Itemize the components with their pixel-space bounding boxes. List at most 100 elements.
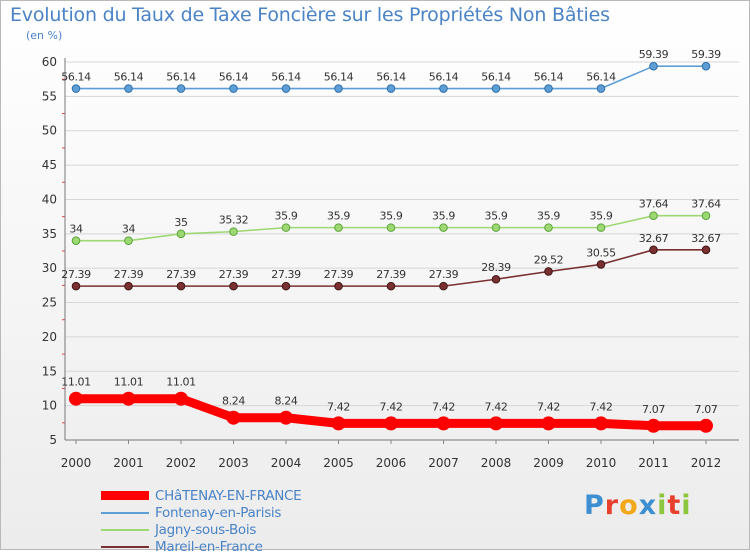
data-label-jagny-sous-bois: 35 [174,216,188,229]
data-label-chatenay-en-france: 11.01 [61,376,91,389]
data-point-jagny-sous-bois [439,223,448,232]
logo-letter: i [681,490,692,521]
data-point-chatenay-en-france [541,416,556,431]
x-tick-label: 2007 [428,456,459,470]
data-label-mareil-en-france: 27.39 [61,268,91,281]
data-point-mareil-en-france [596,260,606,269]
data-label-chatenay-en-france: 11.01 [114,376,144,389]
data-label-mareil-en-france: 29.52 [534,253,564,266]
logo-letter: x [638,490,658,521]
data-label-fontenay-en-parisis: 56.14 [166,71,196,84]
data-label-jagny-sous-bois: 35.9 [432,210,455,223]
data-point-jagny-sous-bois [281,223,291,232]
y-tick-label: 25 [42,296,57,310]
data-point-mareil-en-france [176,281,186,291]
data-point-chatenay-en-france [331,416,346,431]
chart-legend: CHâTENAY-EN-FRANCE Fontenay-en-Parisis J… [101,487,302,555]
data-label-mareil-en-france: 27.39 [324,268,354,281]
legend-label-chatenay-en-france: CHâTENAY-EN-FRANCE [155,487,302,504]
data-point-mareil-en-france [229,281,238,291]
y-tick-label: 35 [42,227,57,241]
data-label-jagny-sous-bois: 37.64 [639,198,669,211]
legend-swatch-fontenay-en-parisis [101,511,149,514]
legend-item-chatenay-en-france: CHâTENAY-EN-FRANCE [101,487,302,504]
data-label-jagny-sous-bois: 35.9 [327,210,350,223]
data-point-chatenay-en-france [436,416,451,431]
data-point-fontenay-en-parisis [386,84,396,93]
y-tick-label: 60 [42,55,57,69]
data-label-mareil-en-france: 27.39 [376,268,406,281]
data-point-mareil-en-france [281,281,291,291]
data-label-chatenay-en-france: 7.42 [380,400,403,413]
data-point-chatenay-en-france [384,416,398,431]
data-label-jagny-sous-bois: 35.9 [537,210,560,223]
x-tick-label: 2005 [323,456,354,470]
y-tick-label: 30 [42,261,57,275]
data-point-jagny-sous-bois [701,211,711,220]
data-point-chatenay-en-france [489,416,503,431]
data-label-chatenay-en-france: 7.42 [537,400,560,413]
data-point-jagny-sous-bois [544,223,553,232]
data-point-jagny-sous-bois [124,236,133,245]
data-label-fontenay-en-parisis: 56.14 [586,71,616,84]
data-label-chatenay-en-france: 7.07 [642,403,665,416]
x-tick-label: 2003 [218,456,249,470]
data-point-jagny-sous-bois [334,223,343,232]
data-point-fontenay-en-parisis [596,84,606,93]
data-point-jagny-sous-bois [491,223,501,232]
logo-letter: i [657,490,668,521]
data-label-jagny-sous-bois: 37.64 [691,198,721,211]
data-point-mareil-en-france [649,245,658,255]
data-point-chatenay-en-france [174,391,188,406]
y-tick-label: 20 [42,330,57,344]
data-point-chatenay-en-france [699,418,713,433]
y-tick-label: 10 [42,399,57,413]
logo-letter: r [604,490,620,521]
x-tick-label: 2000 [61,456,92,470]
data-label-mareil-en-france: 32.67 [639,232,669,245]
data-point-fontenay-en-parisis [649,61,658,71]
data-label-chatenay-en-france: 8.24 [222,395,245,408]
data-label-fontenay-en-parisis: 56.14 [219,71,249,84]
data-label-jagny-sous-bois: 34 [69,223,83,236]
data-label-jagny-sous-bois: 34 [122,223,136,236]
data-point-fontenay-en-parisis [701,61,711,71]
data-label-mareil-en-france: 27.39 [271,268,301,281]
data-point-fontenay-en-parisis [491,84,501,93]
data-point-chatenay-en-france [226,410,241,425]
data-point-jagny-sous-bois [229,227,238,236]
data-label-jagny-sous-bois: 35.9 [380,210,403,223]
data-label-mareil-en-france: 27.39 [166,268,196,281]
data-label-jagny-sous-bois: 35.9 [275,210,298,223]
data-label-mareil-en-france: 27.39 [114,268,144,281]
data-point-jagny-sous-bois [596,223,606,232]
data-point-mareil-en-france [491,274,501,284]
data-label-fontenay-en-parisis: 56.14 [481,71,511,84]
legend-item-fontenay-en-parisis: Fontenay-en-Parisis [101,504,301,521]
y-tick-label: 15 [42,364,57,378]
data-label-chatenay-en-france: 7.42 [327,400,350,413]
legend-item-mareil-en-france: Mareil-en-France [101,538,301,555]
x-tick-label: 2001 [113,456,144,470]
data-point-fontenay-en-parisis [544,84,553,93]
data-point-fontenay-en-parisis [124,84,133,93]
data-point-mareil-en-france [124,281,133,291]
data-label-jagny-sous-bois: 35.32 [219,214,249,227]
data-point-fontenay-en-parisis [439,84,448,93]
data-label-fontenay-en-parisis: 59.39 [639,48,669,61]
data-point-chatenay-en-france [594,416,608,431]
data-label-mareil-en-france: 27.39 [429,268,459,281]
data-label-fontenay-en-parisis: 56.14 [376,71,406,84]
legend-label-fontenay-en-parisis: Fontenay-en-Parisis [155,504,282,521]
data-label-chatenay-en-france: 7.42 [485,400,508,413]
data-label-chatenay-en-france: 8.24 [275,395,298,408]
data-label-fontenay-en-parisis: 56.14 [534,71,564,84]
x-tick-label: 2006 [376,456,407,470]
data-label-fontenay-en-parisis: 56.14 [324,71,354,84]
data-point-mareil-en-france [71,281,81,291]
data-point-jagny-sous-bois [649,211,658,220]
data-point-fontenay-en-parisis [334,84,343,93]
data-point-mareil-en-france [544,267,553,276]
logo-letter: o [619,490,639,521]
data-point-chatenay-en-france [121,391,136,406]
